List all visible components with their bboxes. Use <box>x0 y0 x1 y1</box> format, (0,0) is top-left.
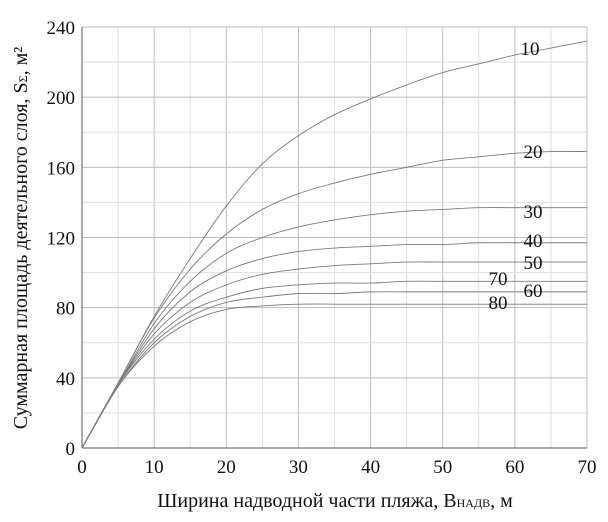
curve-label-30: 30 <box>524 202 543 223</box>
y-tick-label: 240 <box>47 18 76 39</box>
x-tick-label: 10 <box>145 457 164 478</box>
curve-label-70: 70 <box>489 269 508 290</box>
y-axis-title: Суммарная площадь деятельного слоя, SΣ, … <box>10 47 32 430</box>
curve-label-50: 50 <box>524 253 543 274</box>
series-line-30 <box>81 207 587 449</box>
series-line-70 <box>81 291 587 449</box>
series-line-50 <box>81 261 587 449</box>
curve-label-20: 20 <box>524 142 543 163</box>
x-tick-label: 50 <box>433 457 452 478</box>
grid <box>81 26 588 449</box>
curve-label-40: 40 <box>524 231 543 252</box>
series-lines <box>81 40 588 449</box>
curve-label-80: 80 <box>489 293 508 314</box>
y-tick-label: 80 <box>56 299 75 320</box>
series-line-10 <box>81 40 588 449</box>
y-tick-label: 40 <box>56 369 75 390</box>
series-line-80 <box>81 303 587 449</box>
series-line-20 <box>81 150 588 449</box>
x-tick-label: 20 <box>217 457 236 478</box>
y-tick-label: 0 <box>66 439 76 460</box>
curve-label-10: 10 <box>521 39 540 60</box>
x-tick-label: 30 <box>289 457 308 478</box>
y-tick-label: 200 <box>47 88 76 109</box>
x-axis-title: Ширина надводной части пляжа, BНАДВ, м <box>157 490 513 512</box>
series-line-40 <box>81 242 587 449</box>
x-tick-label: 0 <box>77 457 87 478</box>
x-tick-label: 60 <box>505 457 524 478</box>
y-tick-label: 160 <box>47 158 76 179</box>
y-tick-label: 120 <box>47 229 76 250</box>
x-tick-label: 70 <box>578 457 597 478</box>
x-tick-label: 40 <box>361 457 380 478</box>
curve-label-60: 60 <box>524 281 543 302</box>
series-line-60 <box>81 280 587 449</box>
